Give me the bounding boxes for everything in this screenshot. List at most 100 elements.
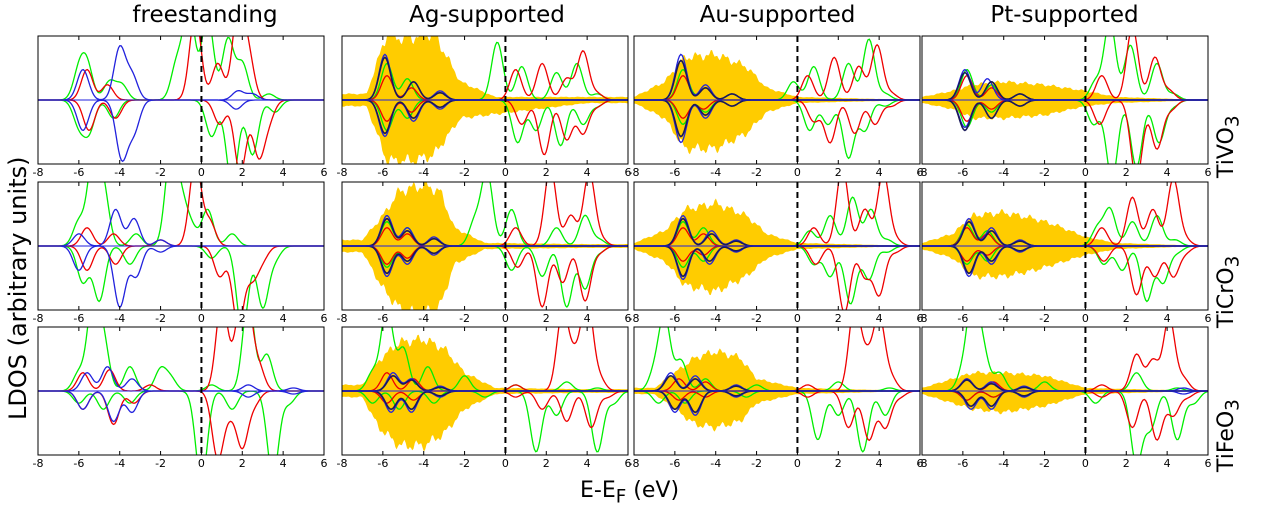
x-tick-label: 6 — [321, 166, 328, 179]
x-tick-label: -6 — [957, 166, 968, 179]
substrate-ldos-fill — [922, 370, 1208, 415]
x-tick-label: -8 — [629, 312, 640, 325]
green-spin-up-line — [38, 36, 324, 101]
substrate-ldos-fill — [342, 36, 628, 164]
x-tick-label: -2 — [459, 312, 470, 325]
x-tick-label: 2 — [1123, 166, 1130, 179]
x-tick-label: 6 — [917, 312, 924, 325]
x-tick-label: 6 — [625, 457, 632, 470]
x-tick-label: 0 — [502, 457, 509, 470]
red-spin-up-line — [38, 327, 324, 392]
x-tick-label: -8 — [917, 457, 928, 470]
blue-spin-up-line — [38, 366, 324, 392]
panel-au-supported-row-1: -8 -6 -4 -2 0 2 4 6 — [629, 181, 924, 325]
x-tick-label: -4 — [710, 312, 721, 325]
substrate-ldos-fill — [634, 348, 920, 432]
blue-spin-dn-line — [38, 390, 324, 423]
x-tick-label: -2 — [155, 457, 166, 470]
substrate-ldos-fill — [922, 209, 1208, 280]
x-tick-label: -6 — [377, 166, 388, 179]
x-tick-label: 0 — [794, 457, 801, 470]
substrate-ldos-fill — [342, 334, 628, 452]
x-tick-label: -8 — [917, 166, 928, 179]
x-tick-label: 4 — [876, 457, 883, 470]
blue-spin-dn-line — [38, 99, 324, 163]
panel-frame — [921, 181, 1209, 311]
x-tick-label: 0 — [1082, 312, 1089, 325]
x-tick-label: -2 — [751, 457, 762, 470]
panel-frame — [37, 35, 325, 165]
x-tick-label: 2 — [543, 166, 550, 179]
x-tick-label: -4 — [998, 457, 1009, 470]
x-tick-label: 2 — [835, 457, 842, 470]
red-spin-up-line — [38, 36, 324, 101]
substrate-ldos-fill — [634, 50, 920, 155]
x-tick-label: -8 — [917, 312, 928, 325]
x-axis-label: E-EF (eV) — [580, 478, 680, 508]
x-tick-label: 6 — [321, 457, 328, 470]
x-tick-label: -4 — [998, 312, 1009, 325]
x-tick-label: 0 — [502, 166, 509, 179]
x-tick-label: -2 — [751, 312, 762, 325]
panel-frame — [921, 35, 1209, 165]
x-tick-label: -8 — [629, 457, 640, 470]
x-tick-label: -4 — [998, 166, 1009, 179]
x-tick-label: -2 — [1039, 166, 1050, 179]
x-tick-label: -4 — [114, 457, 125, 470]
green-spin-up-line — [342, 182, 628, 247]
x-tick-label: 0 — [198, 166, 205, 179]
x-tick-label: 6 — [1205, 166, 1212, 179]
x-tick-label: -6 — [957, 312, 968, 325]
x-tick-label: -6 — [73, 312, 84, 325]
x-tick-label: 2 — [1123, 457, 1130, 470]
x-tick-label: -2 — [155, 166, 166, 179]
column-title-freestanding: freestanding — [132, 2, 278, 28]
panel-frame — [633, 181, 921, 311]
x-tick-label: -2 — [1039, 312, 1050, 325]
x-tick-label: -2 — [751, 166, 762, 179]
panel-freestanding-row-0: -8 -6 -4 -2 0 2 4 6 — [33, 35, 328, 179]
x-tick-label: 6 — [917, 166, 924, 179]
red-spin-dn-line — [38, 99, 324, 164]
panel-pt-supported-row-1: -8 -6 -4 -2 0 2 4 6 — [917, 181, 1212, 325]
x-tick-label: 6 — [321, 312, 328, 325]
x-tick-label: 6 — [917, 457, 924, 470]
panel-frame — [37, 326, 325, 456]
x-tick-label: -6 — [73, 166, 84, 179]
x-tick-label: 2 — [543, 312, 550, 325]
panel-freestanding-row-1: -8 -6 -4 -2 0 2 4 6 — [33, 181, 328, 325]
x-tick-label: -4 — [114, 166, 125, 179]
x-tick-label: -2 — [459, 457, 470, 470]
x-tick-label: -6 — [73, 457, 84, 470]
x-tick-label: -8 — [337, 166, 348, 179]
x-tick-label: 4 — [1164, 166, 1171, 179]
panel-frame — [921, 326, 1209, 456]
x-tick-label: 4 — [1164, 312, 1171, 325]
x-tick-label: -8 — [337, 312, 348, 325]
x-tick-label: -2 — [155, 312, 166, 325]
x-tick-label: -6 — [669, 312, 680, 325]
column-title-ag-supported: Ag-supported — [409, 2, 565, 28]
green-spin-up-line — [38, 327, 324, 392]
panel-ag-supported-row-0: -8 -6 -4 -2 0 2 4 6 — [337, 35, 632, 179]
panel-frame — [341, 35, 629, 165]
x-tick-label: 0 — [794, 166, 801, 179]
x-tick-label: 0 — [198, 312, 205, 325]
x-tick-label: -4 — [418, 312, 429, 325]
x-tick-label: 2 — [835, 312, 842, 325]
x-tick-label: 2 — [543, 457, 550, 470]
panel-pt-supported-row-0: -8 -6 -4 -2 0 2 4 6 — [917, 35, 1212, 179]
x-tick-label: -4 — [418, 166, 429, 179]
x-tick-label: -8 — [33, 166, 44, 179]
x-tick-label: -6 — [669, 457, 680, 470]
x-tick-label: 2 — [239, 166, 246, 179]
blue-spin-dn-line — [38, 245, 324, 309]
x-tick-label: -6 — [669, 166, 680, 179]
x-tick-label: 4 — [280, 166, 287, 179]
x-tick-label: 4 — [584, 457, 591, 470]
x-tick-label: -2 — [1039, 457, 1050, 470]
x-tick-label: 0 — [1082, 457, 1089, 470]
x-tick-label: 4 — [280, 457, 287, 470]
panel-frame — [633, 35, 921, 165]
